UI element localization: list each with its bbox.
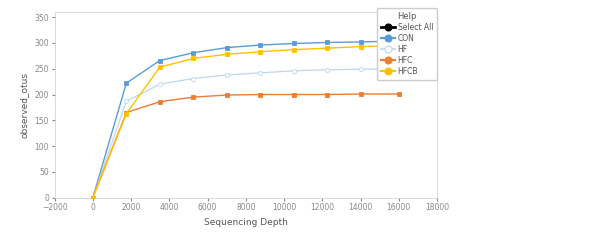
HF — [257, 71, 264, 74]
HF — [223, 74, 231, 76]
CON — [357, 40, 364, 43]
CON — [156, 59, 163, 62]
HF — [395, 67, 402, 70]
HF — [156, 83, 163, 86]
HFCB — [123, 112, 130, 115]
Y-axis label: observed_otus: observed_otus — [20, 72, 29, 138]
CON — [189, 51, 197, 54]
HF — [324, 68, 331, 71]
HFC — [223, 94, 231, 96]
CON — [223, 46, 231, 49]
HFCB — [223, 53, 231, 56]
HFC — [290, 93, 297, 96]
HFCB — [257, 50, 264, 53]
HF — [290, 69, 297, 72]
HFC — [189, 96, 197, 99]
HF — [123, 100, 130, 103]
CON — [290, 42, 297, 45]
HFCB — [324, 47, 331, 50]
HFCB — [156, 66, 163, 69]
HF — [89, 196, 97, 199]
CON — [89, 196, 97, 199]
HFC — [395, 93, 402, 95]
CON — [395, 40, 402, 42]
HFCB — [395, 44, 402, 47]
HF — [189, 77, 197, 80]
HFC — [123, 111, 130, 114]
HFC — [324, 93, 331, 96]
CON — [324, 41, 331, 44]
Legend: Select All, CON, HF, HFC, HFCB: Select All, CON, HF, HFC, HFCB — [377, 8, 437, 80]
HFCB — [290, 48, 297, 51]
HFC — [156, 100, 163, 103]
HFC — [257, 93, 264, 96]
HFCB — [357, 45, 364, 48]
CON — [123, 82, 130, 85]
HFCB — [89, 196, 97, 199]
HFC — [357, 93, 364, 95]
HF — [357, 68, 364, 71]
CON — [257, 44, 264, 47]
HFC — [89, 196, 97, 199]
Line: HFCB: HFCB — [91, 43, 401, 200]
X-axis label: Sequencing Depth: Sequencing Depth — [204, 218, 288, 227]
Line: CON: CON — [91, 39, 401, 200]
Line: HFC: HFC — [91, 92, 401, 200]
Line: HF: HF — [91, 67, 401, 200]
HFCB — [189, 57, 197, 60]
